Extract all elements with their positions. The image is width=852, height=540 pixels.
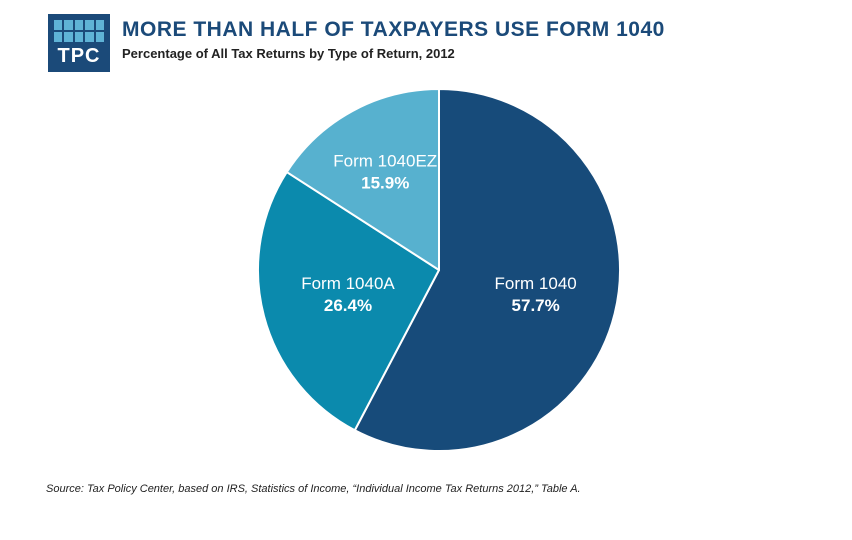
slice-label: Form 1040A [301,274,395,293]
tpc-logo: TPC [48,14,110,72]
slice-value-label: 26.4% [324,296,372,315]
slice-label: Form 1040EZ [333,151,437,170]
pie-slice [285,88,440,271]
slice-value-label: 57.7% [512,296,560,315]
slice-label: Form 1040 [495,274,577,293]
chart-subtitle: Percentage of All Tax Returns by Type of… [122,46,455,61]
logo-grid-icon [54,20,104,42]
source-note: Source: Tax Policy Center, based on IRS,… [46,483,581,495]
pie-slice [353,88,621,452]
pie-slice [257,171,440,432]
logo-text: TPC [57,45,101,67]
slice-value-label: 15.9% [361,173,409,192]
chart-title: MORE THAN HALF OF TAXPAYERS USE FORM 104… [122,18,665,41]
